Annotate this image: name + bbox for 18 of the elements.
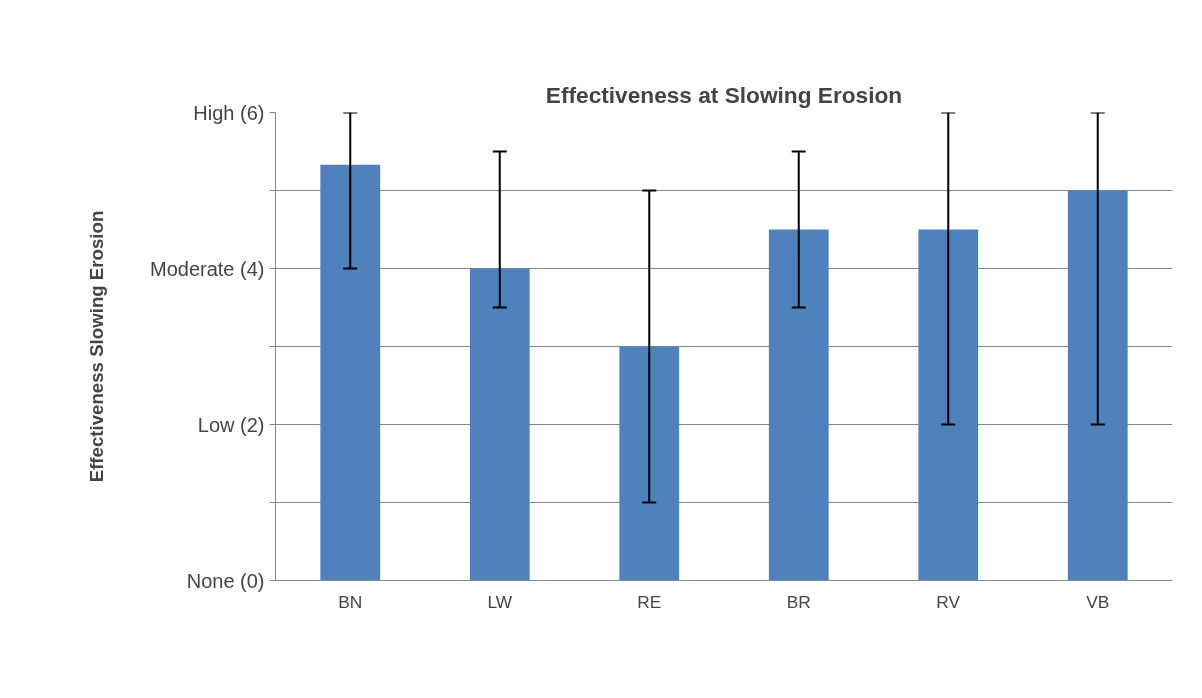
x-tick-label: RV [936, 591, 961, 612]
x-tick-label: LW [487, 591, 513, 612]
y-tick-label: Low (2) [197, 413, 265, 436]
x-tick-label: RE [637, 591, 662, 612]
x-tick-label: BN [338, 591, 363, 612]
x-tick-label: BR [786, 591, 811, 612]
bar [619, 346, 680, 581]
y-tick-label: High (6) [193, 101, 265, 124]
y-tick-label: None (0) [186, 569, 265, 592]
bar [469, 268, 530, 581]
bar [768, 229, 829, 581]
bar [918, 229, 979, 581]
bar [1067, 190, 1128, 581]
y-axis-title: Effectiveness Slowing Erosion [86, 210, 108, 483]
y-tick-label: Moderate (4) [150, 257, 265, 280]
bar [320, 164, 381, 581]
x-tick-label: VB [1086, 591, 1110, 612]
chart-title: Effectiveness at Slowing Erosion [545, 81, 903, 108]
